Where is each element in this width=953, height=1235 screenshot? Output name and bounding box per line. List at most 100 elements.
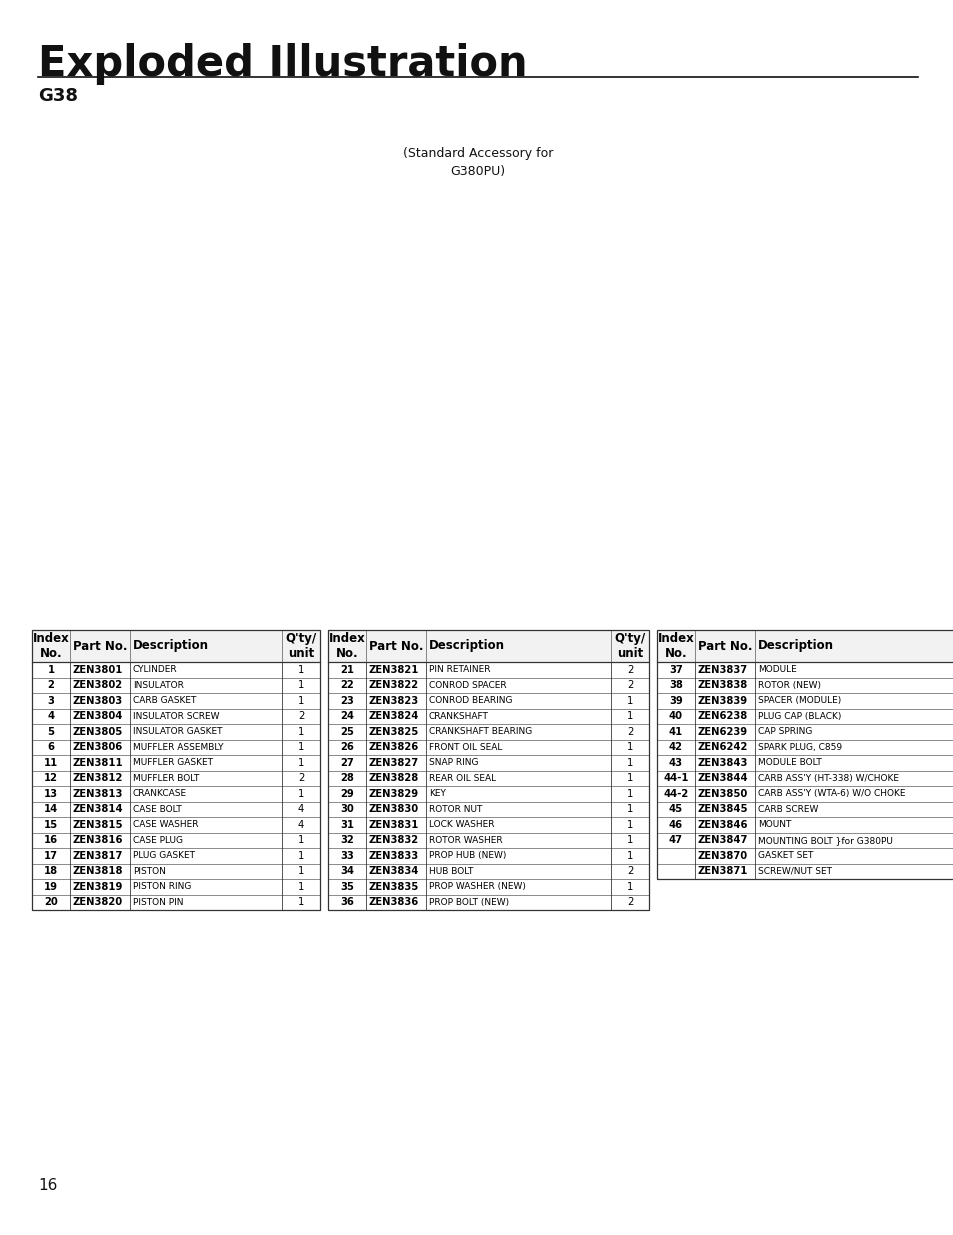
Text: 1: 1 — [297, 680, 304, 690]
Text: CRANKCASE: CRANKCASE — [132, 789, 187, 798]
Text: HUB BOLT: HUB BOLT — [429, 867, 473, 876]
Text: 1: 1 — [297, 866, 304, 877]
Text: 1: 1 — [626, 882, 633, 892]
Text: CARB ASS'Y (HT-338) W/CHOKE: CARB ASS'Y (HT-338) W/CHOKE — [758, 774, 898, 783]
Text: 1: 1 — [626, 758, 633, 768]
Text: SNAP RING: SNAP RING — [429, 758, 478, 767]
Text: ZEN3825: ZEN3825 — [369, 726, 418, 737]
Text: 24: 24 — [339, 711, 354, 721]
Text: PISTON: PISTON — [132, 867, 166, 876]
Text: ZEN3844: ZEN3844 — [698, 773, 748, 783]
Text: 1: 1 — [626, 742, 633, 752]
Text: 30: 30 — [340, 804, 354, 814]
Text: ZEN6238: ZEN6238 — [698, 711, 747, 721]
Text: ZEN3846: ZEN3846 — [698, 820, 748, 830]
Text: ZEN3835: ZEN3835 — [369, 882, 418, 892]
Text: 15: 15 — [44, 820, 58, 830]
Text: 27: 27 — [340, 758, 354, 768]
Text: 2: 2 — [48, 680, 54, 690]
Text: PROP HUB (NEW): PROP HUB (NEW) — [429, 851, 506, 861]
Text: 1: 1 — [297, 695, 304, 705]
Text: Exploded Illustration: Exploded Illustration — [38, 43, 527, 85]
Text: 25: 25 — [339, 726, 354, 737]
Text: Part No.: Part No. — [369, 640, 423, 652]
Text: CRANKSHAFT: CRANKSHAFT — [429, 711, 488, 721]
Text: 1: 1 — [297, 835, 304, 845]
Text: 17: 17 — [44, 851, 58, 861]
Text: ZEN3828: ZEN3828 — [369, 773, 418, 783]
Text: 1: 1 — [626, 804, 633, 814]
Text: ZEN3802: ZEN3802 — [73, 680, 123, 690]
Text: ZEN3817: ZEN3817 — [73, 851, 123, 861]
Text: 45: 45 — [668, 804, 682, 814]
Text: 18: 18 — [44, 866, 58, 877]
Text: Q'ty/
unit: Q'ty/ unit — [285, 632, 316, 659]
Text: INSULATOR: INSULATOR — [132, 680, 184, 690]
Bar — [32, 630, 319, 662]
Text: ZEN3847: ZEN3847 — [698, 835, 747, 845]
Text: 1: 1 — [297, 882, 304, 892]
Text: ZEN3839: ZEN3839 — [698, 695, 747, 705]
Text: ZEN3815: ZEN3815 — [73, 820, 123, 830]
Text: 19: 19 — [44, 882, 58, 892]
Text: ZEN3824: ZEN3824 — [369, 711, 419, 721]
Text: CRANKSHAFT BEARING: CRANKSHAFT BEARING — [429, 727, 532, 736]
Text: 1: 1 — [626, 789, 633, 799]
Text: 1: 1 — [297, 851, 304, 861]
Text: 6: 6 — [48, 742, 54, 752]
Text: INSULATOR GASKET: INSULATOR GASKET — [132, 727, 222, 736]
Text: 42: 42 — [668, 742, 682, 752]
Text: CASE PLUG: CASE PLUG — [132, 836, 183, 845]
Text: ZEN3814: ZEN3814 — [73, 804, 124, 814]
Text: SPACER (MODULE): SPACER (MODULE) — [758, 697, 841, 705]
Text: GASKET SET: GASKET SET — [758, 851, 813, 861]
Text: ZEN3837: ZEN3837 — [698, 664, 747, 674]
Text: MUFFLER GASKET: MUFFLER GASKET — [132, 758, 213, 767]
Text: ROTOR WASHER: ROTOR WASHER — [429, 836, 502, 845]
Text: 12: 12 — [44, 773, 58, 783]
Text: PISTON RING: PISTON RING — [132, 882, 192, 892]
Text: PIN RETAINER: PIN RETAINER — [429, 666, 490, 674]
Text: 3: 3 — [48, 695, 54, 705]
Text: Index
No.: Index No. — [32, 632, 70, 659]
Text: CYLINDER: CYLINDER — [132, 666, 177, 674]
Text: 1: 1 — [626, 711, 633, 721]
Text: MUFFLER ASSEMBLY: MUFFLER ASSEMBLY — [132, 742, 223, 752]
Text: PISTON PIN: PISTON PIN — [132, 898, 183, 906]
Text: 44-2: 44-2 — [662, 789, 688, 799]
Text: 26: 26 — [339, 742, 354, 752]
Text: ZEN3870: ZEN3870 — [698, 851, 747, 861]
Text: ZEN3830: ZEN3830 — [369, 804, 418, 814]
Text: ZEN3805: ZEN3805 — [73, 726, 123, 737]
Text: ZEN3820: ZEN3820 — [73, 898, 123, 908]
Text: 38: 38 — [668, 680, 682, 690]
Text: CASE BOLT: CASE BOLT — [132, 805, 182, 814]
Text: 2: 2 — [297, 773, 304, 783]
Text: ZEN3813: ZEN3813 — [73, 789, 123, 799]
Text: ZEN6239: ZEN6239 — [698, 726, 747, 737]
Text: 34: 34 — [339, 866, 354, 877]
Text: 1: 1 — [626, 820, 633, 830]
Text: ZEN3816: ZEN3816 — [73, 835, 123, 845]
Text: ZEN3871: ZEN3871 — [698, 866, 747, 877]
Text: PROP BOLT (NEW): PROP BOLT (NEW) — [429, 898, 509, 906]
Text: 28: 28 — [339, 773, 354, 783]
Text: ZEN3845: ZEN3845 — [698, 804, 748, 814]
Text: SPARK PLUG, C859: SPARK PLUG, C859 — [758, 742, 841, 752]
Text: 35: 35 — [339, 882, 354, 892]
Text: 4: 4 — [297, 820, 304, 830]
Text: 43: 43 — [668, 758, 682, 768]
Text: ZEN3804: ZEN3804 — [73, 711, 123, 721]
Text: 16: 16 — [44, 835, 58, 845]
Text: 1: 1 — [626, 835, 633, 845]
Text: 46: 46 — [668, 820, 682, 830]
Text: 1: 1 — [297, 726, 304, 737]
Text: 1: 1 — [297, 742, 304, 752]
Text: Description: Description — [429, 640, 504, 652]
Text: 33: 33 — [340, 851, 354, 861]
Text: 4: 4 — [297, 804, 304, 814]
Text: Description: Description — [758, 640, 833, 652]
Text: 1: 1 — [297, 898, 304, 908]
Text: ZEN3811: ZEN3811 — [73, 758, 124, 768]
Text: ROTOR (NEW): ROTOR (NEW) — [758, 680, 821, 690]
